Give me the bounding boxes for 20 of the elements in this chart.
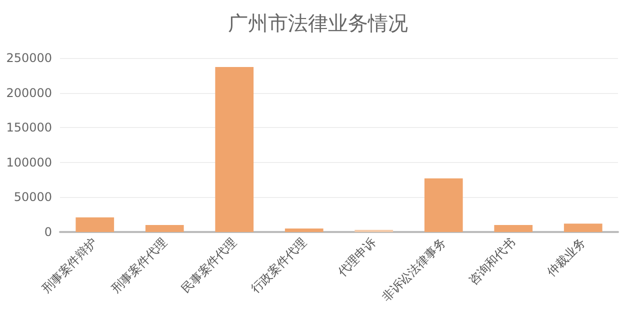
x-tick-label: 代理申诉 — [334, 235, 379, 280]
y-tick-label: 100000 — [6, 155, 52, 170]
x-tick-label: 行政案件代理 — [248, 235, 310, 296]
x-tick-label: 非诉讼法律事务 — [379, 235, 449, 304]
bar — [284, 228, 324, 232]
x-tick-label: 刑事案件代理 — [108, 235, 170, 296]
bar — [145, 225, 184, 232]
bar — [76, 217, 114, 232]
bar — [564, 224, 602, 232]
x-tick-label: 仲裁业务 — [544, 235, 588, 279]
x-tick-label: 咨询和代书 — [466, 235, 518, 288]
y-tick-label: 250000 — [6, 51, 52, 65]
bar — [215, 67, 254, 232]
x-tick-label: 民事案件代理 — [178, 235, 240, 296]
bar — [494, 225, 533, 232]
y-tick-label: 50000 — [14, 190, 52, 204]
y-tick-label: 200000 — [6, 86, 52, 100]
bar — [424, 178, 463, 232]
y-tick-label: 150000 — [6, 120, 52, 135]
chart-title: 广州市法律业务情况 — [228, 11, 408, 35]
